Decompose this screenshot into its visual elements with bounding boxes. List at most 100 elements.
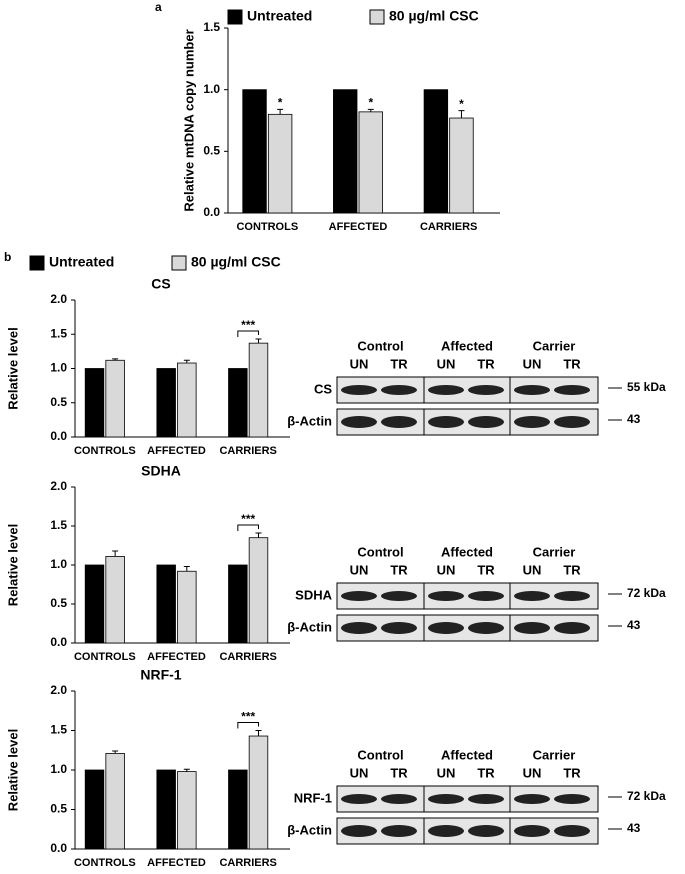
- x-tick-label: AFFECTED: [147, 445, 206, 457]
- bar: [248, 735, 269, 850]
- significance-bracket: [237, 722, 259, 729]
- panel-label: b: [4, 250, 11, 264]
- size-label: 55 kDa: [627, 380, 666, 394]
- blot-band: [428, 622, 464, 634]
- blot-band: [468, 825, 504, 837]
- blot-band: [514, 825, 550, 837]
- error-bar: [183, 566, 190, 572]
- blot-group-label: Carrier: [533, 747, 576, 762]
- blot-band: [381, 385, 417, 395]
- blot-row-label: SDHA: [295, 587, 332, 602]
- y-tick-label: 0.0: [50, 429, 67, 443]
- bar: [333, 89, 358, 214]
- blot-lane-label: TR: [390, 765, 408, 780]
- blot-band: [341, 825, 377, 837]
- x-tick-label: AFFECTED: [329, 221, 388, 233]
- x-tick-label: CARRIERS: [219, 445, 276, 457]
- blot-band: [554, 794, 590, 804]
- blot-band: [428, 591, 464, 601]
- y-tick-label: 1.5: [50, 326, 67, 340]
- legend-label: Untreated: [49, 254, 114, 270]
- blot-lane-label: UN: [437, 765, 456, 780]
- error-bar: [255, 338, 262, 344]
- significance-label: ***: [241, 710, 255, 724]
- chart-title: SDHA: [141, 463, 181, 479]
- blot-row-label: β-Actin: [287, 822, 332, 837]
- y-tick-label: 0.0: [50, 841, 67, 855]
- error-bar: [112, 550, 119, 557]
- significance-bracket: [237, 524, 259, 532]
- x-tick-label: CONTROLS: [236, 221, 298, 233]
- error-bar: [458, 110, 465, 119]
- legend-label: 80 µg/ml CSC: [389, 8, 479, 24]
- blot-lane-label: UN: [350, 562, 369, 577]
- blot-lane-label: UN: [523, 562, 542, 577]
- blot-group-label: Affected: [441, 544, 493, 559]
- y-axis-label: Relative level: [5, 327, 20, 409]
- blot-row-label: CS: [314, 381, 332, 396]
- size-label: 43: [627, 618, 641, 632]
- significance-label: ***: [241, 512, 255, 526]
- bar: [423, 89, 449, 214]
- y-tick-label: 1.5: [50, 518, 67, 532]
- y-tick-label: 0.5: [203, 144, 220, 158]
- size-label: 72 kDa: [627, 789, 666, 803]
- significance-label: *: [368, 96, 373, 110]
- blot-lane-label: UN: [350, 356, 369, 371]
- blot-lane-label: UN: [523, 765, 542, 780]
- blot-band: [381, 416, 417, 428]
- y-tick-label: 0.5: [50, 596, 67, 610]
- x-tick-label: CONTROLS: [74, 445, 136, 457]
- significance-label: *: [459, 97, 464, 111]
- blot-band: [468, 416, 504, 428]
- blot-band: [514, 591, 550, 601]
- y-axis-label: Relative mtDNA copy number: [181, 29, 196, 211]
- blot-row-label: β-Actin: [287, 413, 332, 428]
- bar: [228, 368, 248, 438]
- y-tick-label: 0.0: [203, 205, 220, 219]
- error-bar: [367, 108, 374, 112]
- x-tick-label: AFFECTED: [147, 857, 206, 869]
- blot-group-label: Control: [357, 747, 403, 762]
- significance-label: ***: [241, 318, 255, 332]
- x-tick-label: CARRIERS: [420, 221, 477, 233]
- error-bar: [277, 108, 284, 115]
- blot-band: [468, 591, 504, 601]
- blot-lane-label: TR: [390, 562, 408, 577]
- blot-band: [468, 794, 504, 804]
- y-tick-label: 1.5: [50, 723, 67, 737]
- blot-lane-label: TR: [477, 765, 495, 780]
- blot-group-label: Control: [357, 338, 403, 353]
- blot-band: [381, 591, 417, 601]
- legend-swatch: [369, 9, 385, 25]
- blot-band: [554, 385, 590, 395]
- blot-band: [341, 416, 377, 428]
- x-tick-label: CONTROLS: [74, 651, 136, 663]
- bar: [449, 117, 474, 214]
- y-axis-label: Relative level: [5, 524, 20, 606]
- blot-lane-label: UN: [437, 356, 456, 371]
- blot-lane-label: TR: [477, 356, 495, 371]
- error-bar: [183, 359, 190, 364]
- blot-lane-label: TR: [477, 562, 495, 577]
- blot-frame: [336, 376, 599, 404]
- y-tick-label: 0.5: [50, 802, 67, 816]
- bar: [105, 753, 125, 850]
- y-tick-label: 1.0: [203, 82, 220, 96]
- legend-swatch: [29, 255, 45, 271]
- bar: [177, 771, 197, 850]
- blot-group-label: Control: [357, 544, 403, 559]
- y-tick-label: 0.0: [50, 635, 67, 649]
- bar: [84, 564, 105, 644]
- chart-title: NRF-1: [140, 667, 181, 683]
- y-tick-label: 0.5: [50, 395, 67, 409]
- y-tick-label: 1.0: [50, 762, 67, 776]
- blot-group-label: Affected: [441, 747, 493, 762]
- blot-band: [554, 416, 590, 428]
- blot-row-label: NRF-1: [294, 790, 332, 805]
- bar: [242, 89, 267, 214]
- blot-lane-label: TR: [563, 562, 581, 577]
- size-label: 72 kDa: [627, 586, 666, 600]
- blot-lane-label: UN: [350, 765, 369, 780]
